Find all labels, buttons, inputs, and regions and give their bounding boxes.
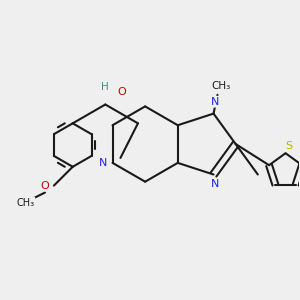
Text: N: N — [211, 97, 220, 107]
Text: CH₃: CH₃ — [16, 198, 34, 208]
Text: N: N — [98, 158, 107, 168]
Text: H: H — [101, 82, 109, 92]
Text: CH₃: CH₃ — [212, 81, 231, 91]
Text: N: N — [211, 179, 220, 189]
Text: O: O — [40, 181, 50, 190]
Text: S: S — [285, 141, 292, 151]
Text: O: O — [118, 87, 127, 97]
